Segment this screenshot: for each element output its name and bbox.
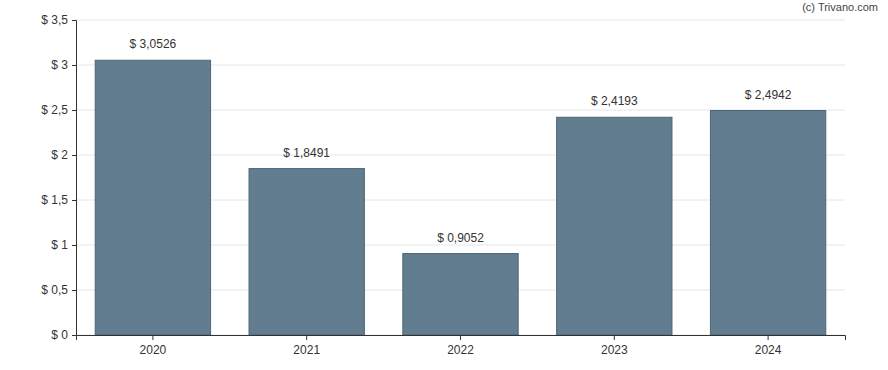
y-tick-label: $ 2,5 — [41, 103, 68, 117]
y-tick: $ 0,5 — [41, 283, 76, 297]
credit: (c) Trivano.com — [802, 1, 878, 13]
data-label: $ 1,8491 — [283, 146, 330, 160]
bar — [557, 117, 672, 335]
y-tick-label: $ 0 — [51, 328, 68, 342]
x-tick-label: 2021 — [293, 343, 320, 357]
y-tick: $ 3 — [51, 58, 76, 72]
x-tick-mark — [306, 335, 307, 340]
y-tick: $ 2,5 — [41, 103, 76, 117]
y-tick-mark — [72, 155, 76, 156]
data-label: $ 0,9052 — [437, 231, 484, 245]
y-tick-mark — [72, 335, 76, 336]
y-tick-label: $ 1 — [51, 238, 68, 252]
grid-line — [76, 20, 845, 21]
x-tick: 2024 — [755, 335, 782, 357]
x-tick-label: 2023 — [601, 343, 628, 357]
bars — [95, 60, 826, 335]
bar — [710, 111, 825, 335]
y-tick-mark — [72, 290, 76, 291]
x-tick: 2023 — [601, 335, 628, 357]
y-tick-mark — [72, 110, 76, 111]
y-tick-label: $ 3,5 — [41, 13, 68, 27]
x-axis: 2020 2021 2022 2023 2024 — [77, 335, 846, 357]
y-tick-mark — [72, 200, 76, 201]
grid — [76, 20, 845, 335]
data-label: $ 2,4942 — [745, 88, 792, 102]
y-tick-label: $ 0,5 — [41, 283, 68, 297]
y-axis-line — [72, 21, 77, 336]
x-axis-line — [77, 336, 846, 341]
x-tick: 2020 — [140, 335, 167, 357]
y-tick-label: $ 3 — [51, 58, 68, 72]
x-tick-mark — [768, 335, 769, 340]
x-tick: 2022 — [447, 335, 474, 357]
y-tick-mark — [72, 245, 76, 246]
bar — [95, 60, 210, 335]
x-tick-mark — [460, 335, 461, 340]
x-tick: 2021 — [293, 335, 320, 357]
bar — [249, 169, 364, 335]
y-tick: $ 2 — [51, 148, 76, 162]
data-label: $ 2,4193 — [591, 94, 638, 108]
x-tick-mark — [614, 335, 615, 340]
x-tick-label: 2020 — [140, 343, 167, 357]
y-tick: $ 3,5 — [41, 13, 76, 27]
y-tick: $ 1,5 — [41, 193, 76, 207]
y-tick-label: $ 1,5 — [41, 193, 68, 207]
plot: $ 0 $ 0,5 $ 1 $ 1,5 $ 2 $ 2,5 $ 3 $ 3,5 2020 2021… — [41, 13, 845, 356]
y-tick: $ 1 — [51, 238, 76, 252]
bar — [403, 254, 518, 335]
y-tick-mark — [72, 20, 76, 21]
y-tick-mark — [72, 65, 76, 66]
y-tick-label: $ 2 — [51, 148, 68, 162]
data-labels: $ 3,0526 $ 1,8491 $ 0,9052 $ 2,4193 $ 2,4942 — [130, 37, 792, 244]
x-tick-mark — [152, 335, 153, 340]
y-axis: $ 0 $ 0,5 $ 1 $ 1,5 $ 2 $ 2,5 $ 3 $ 3,5 — [41, 13, 76, 342]
data-label: $ 3,0526 — [130, 37, 177, 51]
chart: $ 0 $ 0,5 $ 1 $ 1,5 $ 2 $ 2,5 $ 3 $ 3,5 2020 2021… — [0, 0, 888, 370]
x-tick-label: 2024 — [755, 343, 782, 357]
annotations: (c) Trivano.com — [802, 1, 878, 13]
y-tick: $ 0 — [51, 328, 76, 342]
x-tick-label: 2022 — [447, 343, 474, 357]
